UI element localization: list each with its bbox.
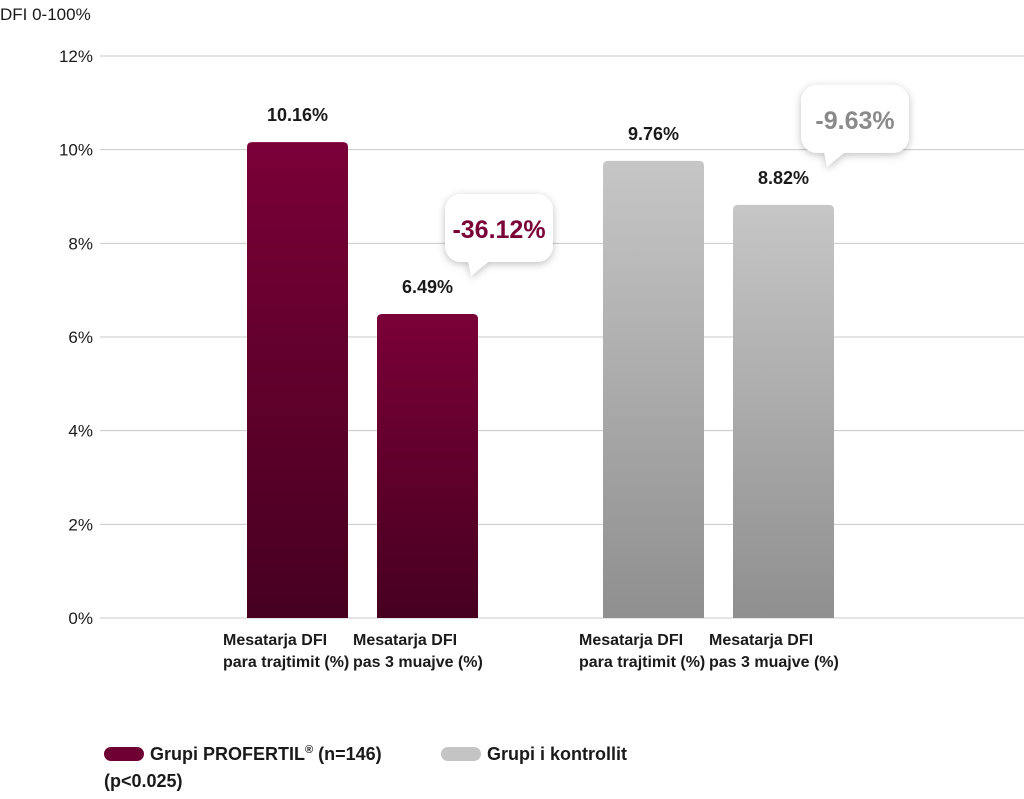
legend-item-profertil: Grupi PROFERTIL® (n=146) bbox=[104, 740, 382, 768]
bar-value-label: 8.82% bbox=[758, 168, 809, 188]
category-label: Mesatarja DFI bbox=[709, 632, 813, 649]
category-label: para trajtimit (%) bbox=[579, 654, 705, 671]
bar bbox=[377, 314, 478, 618]
y-tick-label: 12% bbox=[59, 47, 93, 66]
change-callout bbox=[801, 84, 909, 167]
y-tick-label: 8% bbox=[68, 234, 93, 253]
category-label: Mesatarja DFI bbox=[223, 632, 327, 649]
legend: Grupi PROFERTIL® (n=146) Grupi i kontrol… bbox=[104, 740, 904, 796]
bar-value-label: 9.76% bbox=[628, 124, 679, 144]
legend-swatch-control bbox=[441, 747, 481, 761]
y-tick-label: 0% bbox=[68, 609, 93, 628]
bar-value-label: 6.49% bbox=[402, 277, 453, 297]
category-label: para trajtimit (%) bbox=[223, 654, 349, 671]
change-callout-label: -36.12% bbox=[452, 216, 545, 244]
y-tick-label: 2% bbox=[68, 515, 93, 534]
y-axis-label: DFI 0-100% bbox=[0, 5, 91, 24]
legend-swatch-profertil bbox=[104, 747, 144, 761]
change-callout-label: -9.63% bbox=[815, 107, 894, 135]
y-tick-label: 4% bbox=[68, 422, 93, 441]
dfi-bar-chart: DFI 0-100% 0% 2% 4% 6% 8% 10% 12% 10.16% Mesatar… bbox=[0, 5, 1024, 671]
category-label: pas 3 muajve (%) bbox=[353, 654, 483, 671]
category-label: Mesatarja DFI bbox=[353, 632, 457, 649]
change-callout bbox=[445, 194, 553, 277]
bar-value-label: 10.16% bbox=[267, 105, 328, 125]
legend-label-control: Grupi i kontrollit bbox=[487, 743, 627, 764]
p-value-note: (p<0.025) bbox=[104, 771, 183, 791]
bar bbox=[603, 160, 704, 618]
category-label: Mesatarja DFI bbox=[579, 632, 683, 649]
bar bbox=[247, 142, 348, 618]
legend-label-profertil: Grupi PROFERTIL® (n=146) bbox=[150, 743, 382, 764]
y-tick-label: 10% bbox=[59, 141, 93, 160]
bar bbox=[733, 204, 834, 618]
category-label: pas 3 muajve (%) bbox=[709, 654, 839, 671]
legend-item-control: Grupi i kontrollit bbox=[441, 740, 627, 768]
y-tick-label: 6% bbox=[68, 328, 93, 347]
